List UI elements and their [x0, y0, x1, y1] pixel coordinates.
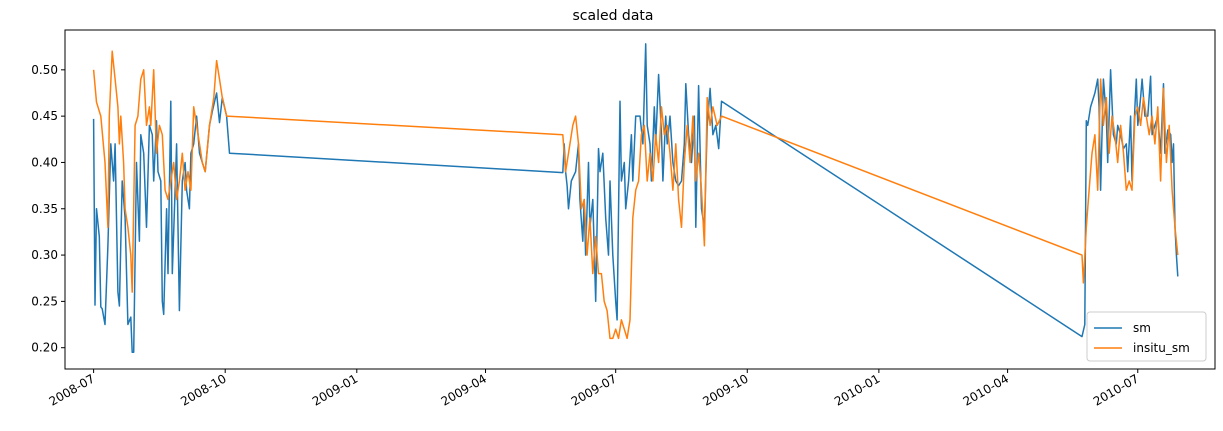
y-tick-label: 0.35 — [31, 202, 58, 216]
y-tick-label: 0.25 — [31, 294, 58, 308]
y-tick-label: 0.45 — [31, 109, 58, 123]
plot-frame — [64, 29, 1216, 370]
y-axis: 0.20 0.25 0.30 0.35 0.40 0.45 0.50 — [31, 63, 65, 355]
chart-title: scaled data — [573, 8, 654, 24]
legend: sm insitu_sm — [1086, 311, 1207, 362]
series-layer — [92, 43, 1179, 354]
y-tick-label: 0.50 — [31, 63, 58, 77]
series-line-insitu-sm — [92, 50, 1179, 340]
legend-label: sm — [1133, 321, 1151, 335]
plot-area — [64, 29, 1216, 370]
y-tick-label: 0.20 — [31, 341, 58, 355]
plot-background — [65, 30, 1215, 369]
legend-label: insitu_sm — [1133, 341, 1190, 355]
y-tick-label: 0.30 — [31, 248, 58, 262]
series-line-sm — [92, 43, 1179, 354]
y-tick-label: 0.40 — [31, 155, 58, 169]
